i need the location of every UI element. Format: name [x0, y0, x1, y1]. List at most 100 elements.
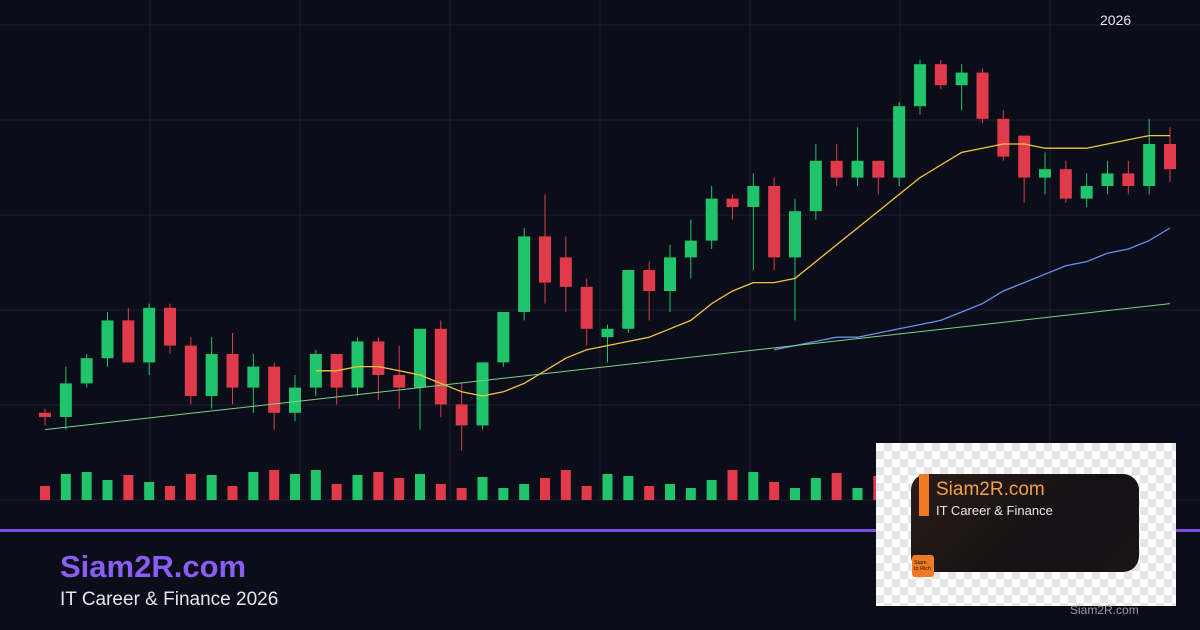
volume-bar	[102, 480, 113, 500]
candle-body	[101, 320, 114, 359]
volume-bar	[540, 478, 550, 500]
volume-bar	[269, 470, 280, 500]
volume-bar	[477, 477, 488, 500]
volume-bar	[498, 488, 509, 500]
candle-body	[893, 106, 906, 178]
year-label: 2026	[1100, 12, 1132, 28]
volume-bar	[810, 478, 821, 500]
volume-bar	[206, 475, 217, 500]
volume-bar	[165, 486, 175, 500]
volume-bar	[623, 476, 634, 500]
candle-body	[559, 257, 572, 287]
candle-body	[934, 64, 947, 86]
volume-bar	[769, 482, 780, 500]
volume-bar	[706, 480, 717, 500]
candle-body	[664, 257, 676, 291]
candle-body	[747, 186, 760, 207]
candle-body	[976, 72, 989, 119]
volume-bar	[581, 486, 592, 500]
candle-body	[434, 328, 447, 405]
candle-body	[393, 375, 406, 388]
candle-body	[1039, 169, 1051, 178]
volume-bar	[435, 484, 446, 500]
candle-body	[184, 345, 197, 396]
volume-bar	[310, 470, 321, 500]
moving-average	[774, 227, 1171, 351]
candle-body	[768, 186, 781, 258]
candle-body	[351, 341, 364, 388]
candle-body	[539, 236, 551, 283]
volume-bar	[123, 475, 134, 500]
candle-body	[455, 404, 468, 426]
candle-body	[226, 354, 239, 388]
candle-body	[1143, 144, 1156, 186]
candle-body	[164, 307, 176, 346]
volume-bar	[519, 484, 530, 500]
candle-body	[247, 366, 260, 388]
tagline: IT Career & Finance 2026	[60, 589, 279, 610]
candle-body	[289, 387, 301, 413]
volume-bar	[790, 488, 800, 500]
plot	[39, 60, 1176, 500]
moving-average	[315, 134, 1170, 397]
candle-body	[580, 286, 593, 329]
volume-bar	[185, 474, 196, 500]
candle-body	[1164, 144, 1176, 170]
volume-bar	[456, 488, 467, 500]
volume-bar	[727, 470, 738, 500]
candle-body	[684, 240, 697, 258]
volume-bar	[748, 472, 759, 500]
candle-body	[414, 328, 426, 388]
candle-body	[39, 412, 51, 417]
badge-top: Siam	[914, 560, 927, 566]
candle-body	[872, 160, 885, 178]
candle-body	[143, 307, 156, 363]
volume-bar	[852, 488, 863, 500]
candle-body	[789, 211, 801, 258]
volume-bar	[227, 486, 238, 500]
grid	[0, 0, 1200, 501]
candle-body	[643, 270, 656, 291]
candle-body	[1101, 173, 1114, 186]
candle-body	[1080, 186, 1093, 199]
logo-bar	[919, 474, 929, 516]
candle-body	[914, 64, 926, 107]
candle-body	[1059, 169, 1072, 199]
volume-bar	[248, 472, 259, 500]
volume-bar	[415, 474, 425, 500]
candle-body	[851, 160, 864, 178]
candle-body	[476, 362, 489, 426]
candle-body	[1122, 173, 1135, 186]
volume-bar	[290, 474, 300, 500]
volume-bar	[685, 488, 696, 500]
badge-bottom: to Rich	[914, 566, 932, 572]
candle-body	[997, 118, 1010, 157]
trend-line	[44, 303, 1171, 431]
logo-subtitle: IT Career & Finance	[936, 503, 1053, 518]
candle-body	[726, 198, 739, 207]
logo-badge: Siam to Rich	[912, 555, 934, 577]
logo: Siam2R.com IT Career & Finance Siam to R…	[876, 443, 1176, 606]
volume-bar	[352, 475, 363, 500]
candle-body	[80, 358, 93, 384]
logo-card	[911, 474, 1139, 572]
watermark: Siam2R.com	[1070, 603, 1139, 617]
volume-bar	[331, 484, 342, 500]
volume-bar	[602, 474, 613, 500]
candle-body	[1018, 135, 1031, 178]
brand: Siam2R.com	[60, 549, 247, 584]
candle-body	[268, 366, 281, 413]
candle-body	[122, 320, 135, 363]
volume-bar	[60, 474, 71, 500]
volume-bar	[831, 473, 842, 500]
candle-body	[205, 354, 218, 396]
candle-body	[372, 341, 385, 375]
candle-body	[518, 236, 531, 312]
divider	[0, 529, 1200, 532]
candle-body	[830, 160, 843, 178]
candle-body	[59, 383, 72, 417]
volume-bar	[560, 470, 571, 500]
candle-body	[622, 270, 635, 329]
volume-bar	[81, 472, 92, 500]
